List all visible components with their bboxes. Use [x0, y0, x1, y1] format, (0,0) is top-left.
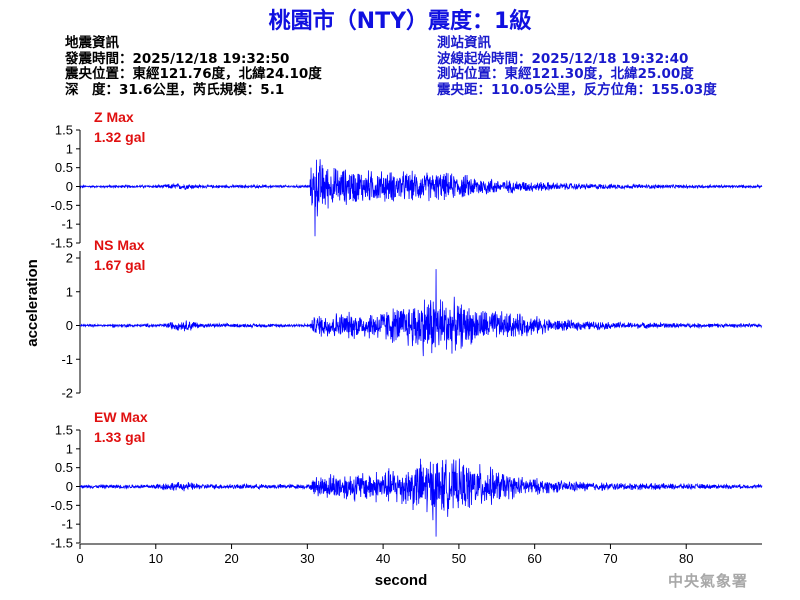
y-tick-label: -1.5	[51, 536, 73, 551]
y-tick-label: -1.5	[51, 236, 73, 251]
x-tick-label: 30	[300, 551, 314, 566]
y-tick-label: -2	[61, 386, 73, 401]
y-tick-label: 1.5	[55, 423, 73, 438]
x-tick-label: 50	[452, 551, 466, 566]
waveform-ew	[79, 458, 763, 537]
x-axis-label: second	[375, 572, 428, 589]
x-tick-label: 70	[603, 551, 617, 566]
y-tick-label: 1	[66, 441, 73, 456]
waveform-start-time: 波線起始時間：2025/12/18 19:32:40	[437, 50, 689, 67]
x-tick-label: 0	[76, 551, 83, 566]
station-info-heading: 測站資訊	[437, 35, 491, 51]
y-tick-label: 2	[66, 251, 73, 266]
y-tick-label: -0.5	[51, 198, 73, 213]
y-axis-label: acceleration	[24, 259, 41, 347]
max-value-z: 1.32 gal	[94, 129, 145, 145]
y-tick-label: 1.5	[55, 123, 73, 138]
y-tick-label: 0.5	[55, 460, 73, 475]
station-info: 測站資訊 波線起始時間：2025/12/18 19:32:40 測站位置：東經1…	[437, 35, 717, 98]
y-tick-label: -1	[61, 217, 73, 232]
x-tick-label: 10	[149, 551, 163, 566]
x-tick-label: 60	[527, 551, 541, 566]
x-tick-label: 80	[679, 551, 693, 566]
waveform-z	[79, 159, 763, 237]
y-tick-label: 1	[66, 284, 73, 299]
earthquake-info-heading: 地震資訊	[65, 35, 119, 51]
agency-watermark: 中央氣象署	[667, 572, 748, 590]
x-tick-label: 20	[224, 551, 238, 566]
y-tick-label: -1	[61, 517, 73, 532]
depth-magnitude: 深 度：31.6公里，芮氏規模：5.1	[65, 81, 285, 98]
chart-title: 桃園市（NTY）震度：1級	[268, 9, 532, 34]
max-label-z: Z Max	[94, 109, 134, 125]
max-label-ns: NS Max	[94, 237, 145, 253]
y-tick-label: 0	[66, 318, 73, 333]
earthquake-info: 地震資訊 發震時間：2025/12/18 19:32:50 震央位置：東經121…	[65, 35, 322, 98]
max-label-ew: EW Max	[94, 409, 148, 425]
y-tick-label: 1	[66, 141, 73, 156]
station-location: 測站位置：東經121.30度，北緯25.00度	[437, 66, 694, 82]
y-tick-label: -0.5	[51, 498, 73, 513]
distance-azimuth: 震央距：110.05公里，反方位角：155.03度	[437, 81, 717, 98]
y-tick-label: 0	[66, 479, 73, 494]
y-tick-label: 0	[66, 179, 73, 194]
max-value-ns: 1.67 gal	[94, 257, 145, 273]
waveform-ns	[79, 269, 763, 357]
epicenter-location: 震央位置：東經121.76度，北緯24.10度	[65, 66, 322, 82]
max-value-ew: 1.33 gal	[94, 429, 145, 445]
y-tick-label: 0.5	[55, 160, 73, 175]
x-tick-label: 40	[376, 551, 390, 566]
y-tick-label: -1	[61, 352, 73, 367]
origin-time: 發震時間：2025/12/18 19:32:50	[65, 50, 290, 67]
